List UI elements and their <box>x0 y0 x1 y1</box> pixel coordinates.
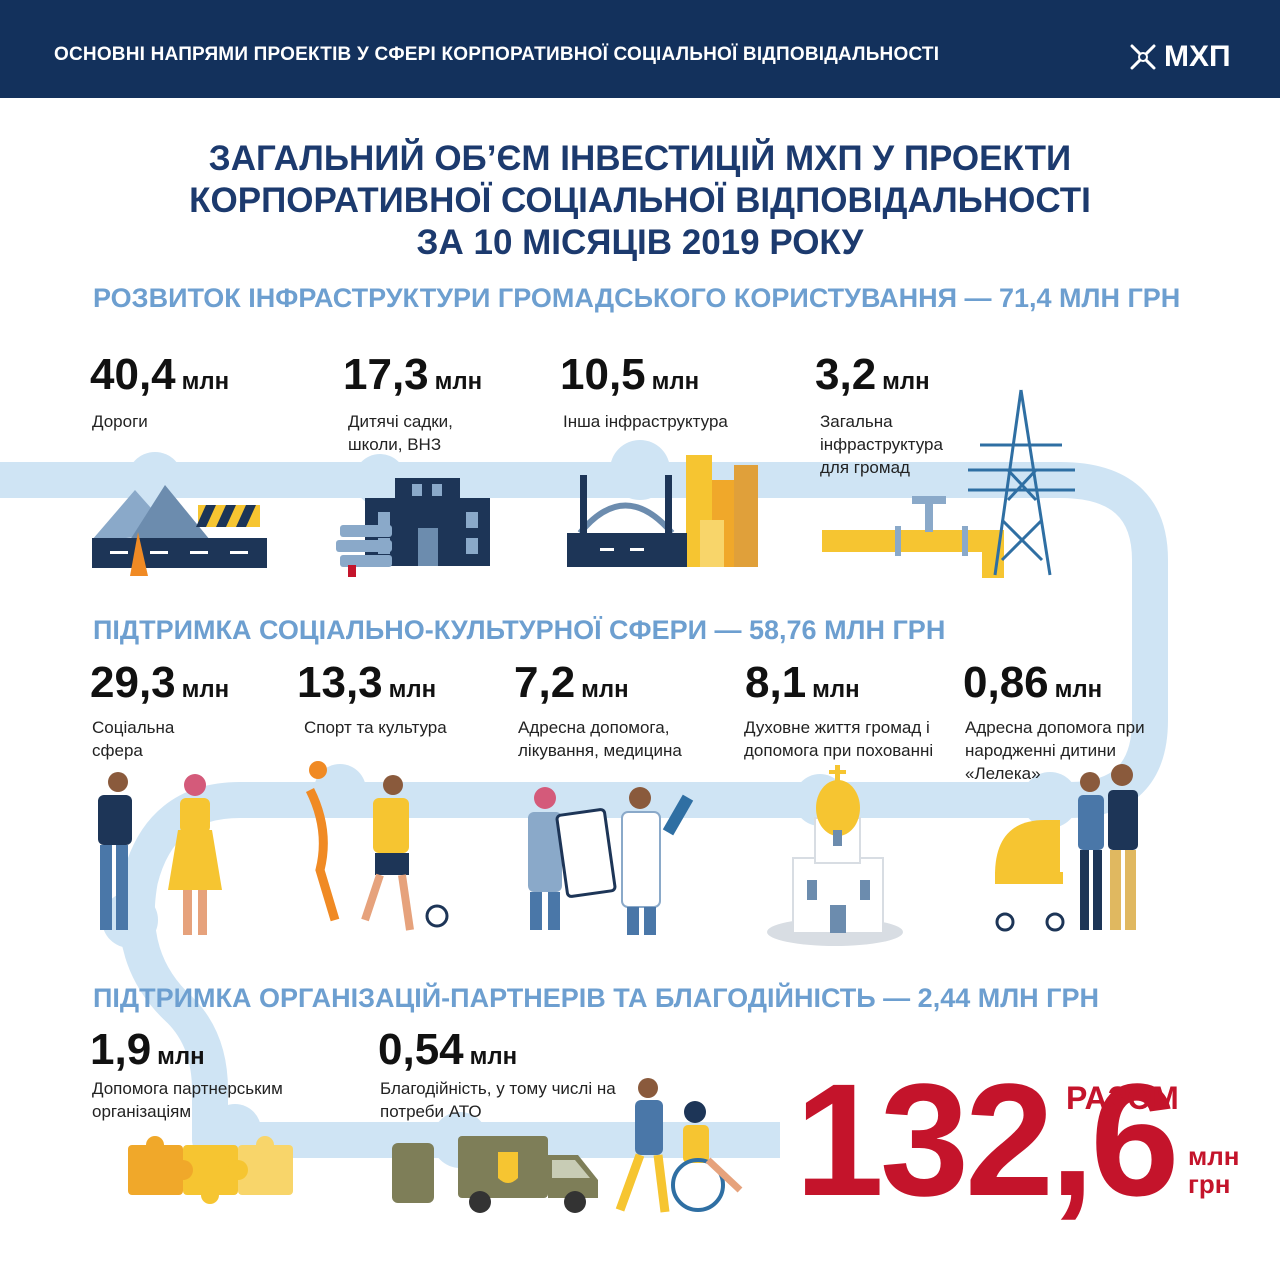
main-title-line2: КОРПОРАТИВНОЇ СОЦІАЛЬНОЇ ВІДПОВІДАЛЬНОСТ… <box>189 181 1091 220</box>
windmill-logo-icon <box>1130 44 1156 70</box>
main-title: ЗАГАЛЬНИЙ ОБ’ЄМ ІНВЕСТИЦІЙ МХП У ПРОЕКТИ… <box>0 138 1280 264</box>
logo: МХП <box>1128 40 1231 74</box>
label-partner-aid: Допомога партнерським організаціям <box>92 1079 283 1121</box>
amount-childbirth-aid: 0,86 млн <box>963 658 1103 707</box>
label-childbirth-aid: Адресна допомога при народженні дитини «… <box>965 718 1145 783</box>
label-spiritual-life: Духовне життя громад і допомога при похо… <box>744 718 934 760</box>
amount-sport-culture: 13,3 млн <box>297 658 437 707</box>
section-title-social: ПІДТРИМКА СОЦІАЛЬНО-КУЛЬТУРНОЇ СФЕРИ — 5… <box>93 615 946 645</box>
medical-icon <box>528 787 694 935</box>
amount-medical-aid: 7,2 млн <box>514 658 629 707</box>
label-schools: Дитячі садки, школи, ВНЗ <box>348 412 453 454</box>
power-line-pipe-icon <box>822 389 1075 578</box>
amount-schools: 17,3 млн <box>343 350 483 399</box>
amount-roads: 40,4 млн <box>90 350 230 399</box>
family-stroller-icon <box>995 764 1138 932</box>
puzzle-icon <box>128 1136 293 1204</box>
amount-other-infra: 10,5 млн <box>560 350 700 399</box>
label-medical-aid: Адресна допомога, лікування, медицина <box>518 718 682 760</box>
amount-social-sphere: 29,3 млн <box>90 658 230 707</box>
amount-partner-aid: 1,9 млн <box>90 1025 205 1074</box>
label-sport-culture: Спорт та культура <box>304 718 447 737</box>
section-title-partners: ПІДТРИМКА ОРГАНІЗАЦІЙ-ПАРТНЕРІВ ТА БЛАГО… <box>93 983 1099 1013</box>
main-title-line3: ЗА 10 МІСЯЦІВ 2019 РОКУ <box>416 223 864 262</box>
label-other-infra: Інша інфраструктура <box>563 412 728 431</box>
total-word: РАЗОМ <box>1066 1080 1179 1116</box>
header-bar <box>0 0 1280 98</box>
school-icon <box>336 478 490 577</box>
amount-charity: 0,54 млн <box>378 1025 518 1074</box>
section-title-infrastructure: РОЗВИТОК ІНФРАСТРУКТУРИ ГРОМАДСЬКОГО КОР… <box>93 283 1181 313</box>
people-icon <box>98 772 222 935</box>
main-title-line1: ЗАГАЛЬНИЙ ОБ’ЄМ ІНВЕСТИЦІЙ МХП У ПРОЕКТИ <box>208 139 1072 178</box>
military-van-icon <box>392 1136 598 1213</box>
church-icon <box>767 765 903 946</box>
bridge-city-icon <box>567 455 758 567</box>
total-value: 132,6 <box>795 1050 1179 1229</box>
amount-community-infra: 3,2 млн <box>815 350 930 399</box>
header-title: ОСНОВНІ НАПРЯМИ ПРОЕКТІВ У СФЕРІ КОРПОРА… <box>54 44 940 65</box>
label-social-sphere: Соціальна сфера <box>92 718 175 760</box>
logo-text: МХП <box>1164 40 1231 73</box>
road-icon <box>92 485 267 576</box>
label-roads: Дороги <box>92 412 148 431</box>
sport-icon <box>305 761 449 931</box>
label-community-infra: Загальна інфраструктура для громад <box>820 412 943 477</box>
total-unit: млн грн <box>1188 1141 1240 1199</box>
amount-spiritual-life: 8,1 млн <box>745 658 860 707</box>
label-charity: Благодійність, у тому числі на потреби А… <box>380 1079 616 1121</box>
wheelchair-icon <box>615 1078 743 1213</box>
